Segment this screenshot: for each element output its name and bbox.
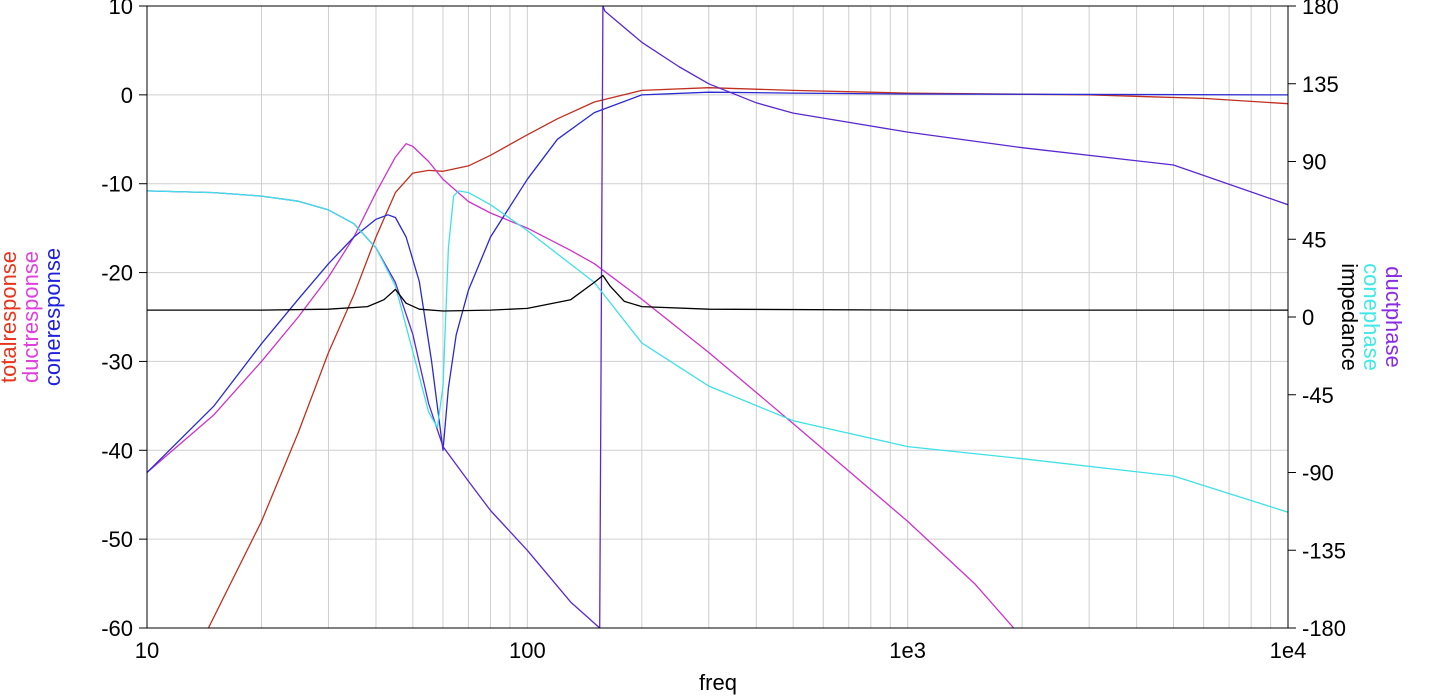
right-tick-label: -135	[1302, 538, 1346, 563]
x-tick-label: 1e4	[1270, 638, 1307, 663]
series-line-impedance	[147, 274, 1288, 312]
left-axis-label: totalresponseductresponseconeresponse	[0, 248, 65, 386]
x-axis-label: freq	[699, 670, 737, 695]
right-axis-ticks: 180 135 90 45 0 -45 -90 -135 -180	[1288, 0, 1346, 641]
left-tick-label: -20	[101, 261, 133, 286]
right-axis-label: ductphaseconephaseimpedance	[1337, 263, 1406, 371]
series-layer	[147, 6, 1288, 628]
right-tick-label: 90	[1302, 150, 1326, 175]
x-tick-label: 10	[135, 638, 159, 663]
right-tick-label: 135	[1302, 72, 1339, 97]
series-line-coneresponse	[147, 91, 1288, 473]
axis-label-coneresponse: coneresponse	[40, 248, 65, 386]
series-line-ductresponse	[147, 143, 1015, 628]
axis-label-totalresponse: totalresponse	[0, 251, 21, 383]
left-tick-label: -30	[101, 349, 133, 374]
x-tick-label: 100	[509, 638, 546, 663]
right-tick-label: -90	[1302, 461, 1334, 486]
x-tick-label: 1e3	[889, 638, 926, 663]
right-tick-label: -180	[1302, 616, 1346, 641]
left-tick-label: 0	[121, 83, 133, 108]
axis-label-ductresponse: ductresponse	[18, 251, 43, 383]
right-tick-label: -45	[1302, 383, 1334, 408]
series-line-ductphase	[147, 6, 1288, 628]
series-line-conephase	[147, 190, 1288, 513]
series-line-totalresponse	[207, 87, 1288, 628]
left-tick-label: -50	[101, 527, 133, 552]
right-tick-label: 0	[1302, 305, 1314, 330]
plot-frame	[146, 5, 1289, 629]
left-tick-label: -60	[101, 616, 133, 641]
right-tick-label: 45	[1302, 227, 1326, 252]
axis-label-ductphase: ductphase	[1381, 266, 1406, 368]
right-tick-label: 180	[1302, 0, 1339, 19]
left-tick-label: -40	[101, 438, 133, 463]
grid-lines	[147, 5, 1288, 629]
left-tick-label: -10	[101, 172, 133, 197]
left-tick-label: 10	[109, 0, 133, 19]
x-axis-ticks: 10 100 1e3 1e4	[135, 638, 1307, 663]
axis-label-conephase: conephase	[1359, 263, 1384, 371]
axis-label-impedance: impedance	[1337, 263, 1362, 371]
left-axis-ticks: 10 0 -10 -20 -30 -40 -50 -60	[101, 0, 147, 641]
